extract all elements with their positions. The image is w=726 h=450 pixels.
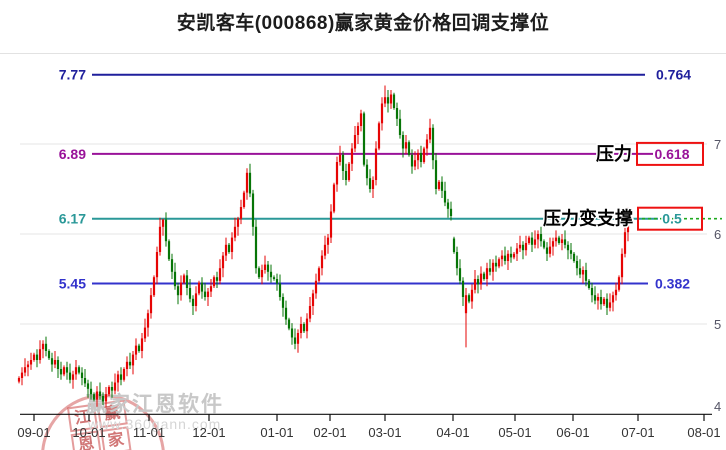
level-price-label: 6.89	[59, 146, 86, 162]
x-axis-date-label: 05-01	[498, 425, 531, 440]
pressure-annotation: 压力	[596, 144, 632, 164]
ratio-label: 0.764	[656, 67, 691, 83]
x-axis-date-label: 09-01	[17, 425, 50, 440]
ratio-highlight-box	[637, 206, 703, 231]
x-axis-date-label: 06-01	[556, 425, 589, 440]
x-axis-date-label: 02-01	[313, 425, 346, 440]
x-axis-date-label: 03-01	[368, 425, 401, 440]
level-lines: 7.77 6.89 6.17 5.45	[59, 67, 722, 292]
x-axis-date-label: 11-01	[133, 425, 165, 440]
level-price-label: 5.45	[59, 276, 86, 292]
x-axis-date-label: 07-01	[621, 425, 654, 440]
level-price-label: 7.77	[59, 67, 86, 83]
candlestick-series	[17, 85, 630, 407]
y-axis-price-label: 5	[714, 317, 721, 332]
x-axis-date-label: 08-01	[687, 425, 720, 440]
title-separator	[0, 53, 726, 54]
right-axis-labels: 7 6 5 4	[714, 137, 721, 414]
x-axis-date-label: 12-01	[192, 425, 225, 440]
x-axis: 09-01 10-01 11-01 12-01 01-01 02-01 03-01 04-01…	[17, 413, 721, 440]
ratio-label: 0.618	[654, 146, 689, 162]
y-axis-price-label: 4	[714, 399, 721, 414]
ratio-highlight-box	[636, 141, 704, 166]
watermark-url: www.360gann.com	[88, 416, 222, 432]
level-labels: 0.764 压力 0.618 压力变支撑 0.5 0.382	[542, 67, 704, 292]
ratio-label: 0.5	[662, 211, 682, 227]
watermark-brand: 赢家江恩软件	[86, 393, 224, 416]
level-price-label: 6.17	[59, 211, 86, 227]
x-axis-date-label: 01-01	[260, 425, 293, 440]
y-axis-price-label: 6	[714, 227, 721, 242]
y-axis-price-label: 7	[714, 137, 721, 152]
pressure-annotation: 压力变支撑	[543, 208, 633, 229]
x-axis-date-label: 04-01	[436, 425, 469, 440]
ratio-label: 0.382	[655, 276, 690, 292]
x-axis-date-label: 10-01	[72, 425, 105, 440]
page-title: 安凯客车(000868)赢家黄金价格回调支撑位	[176, 13, 550, 34]
